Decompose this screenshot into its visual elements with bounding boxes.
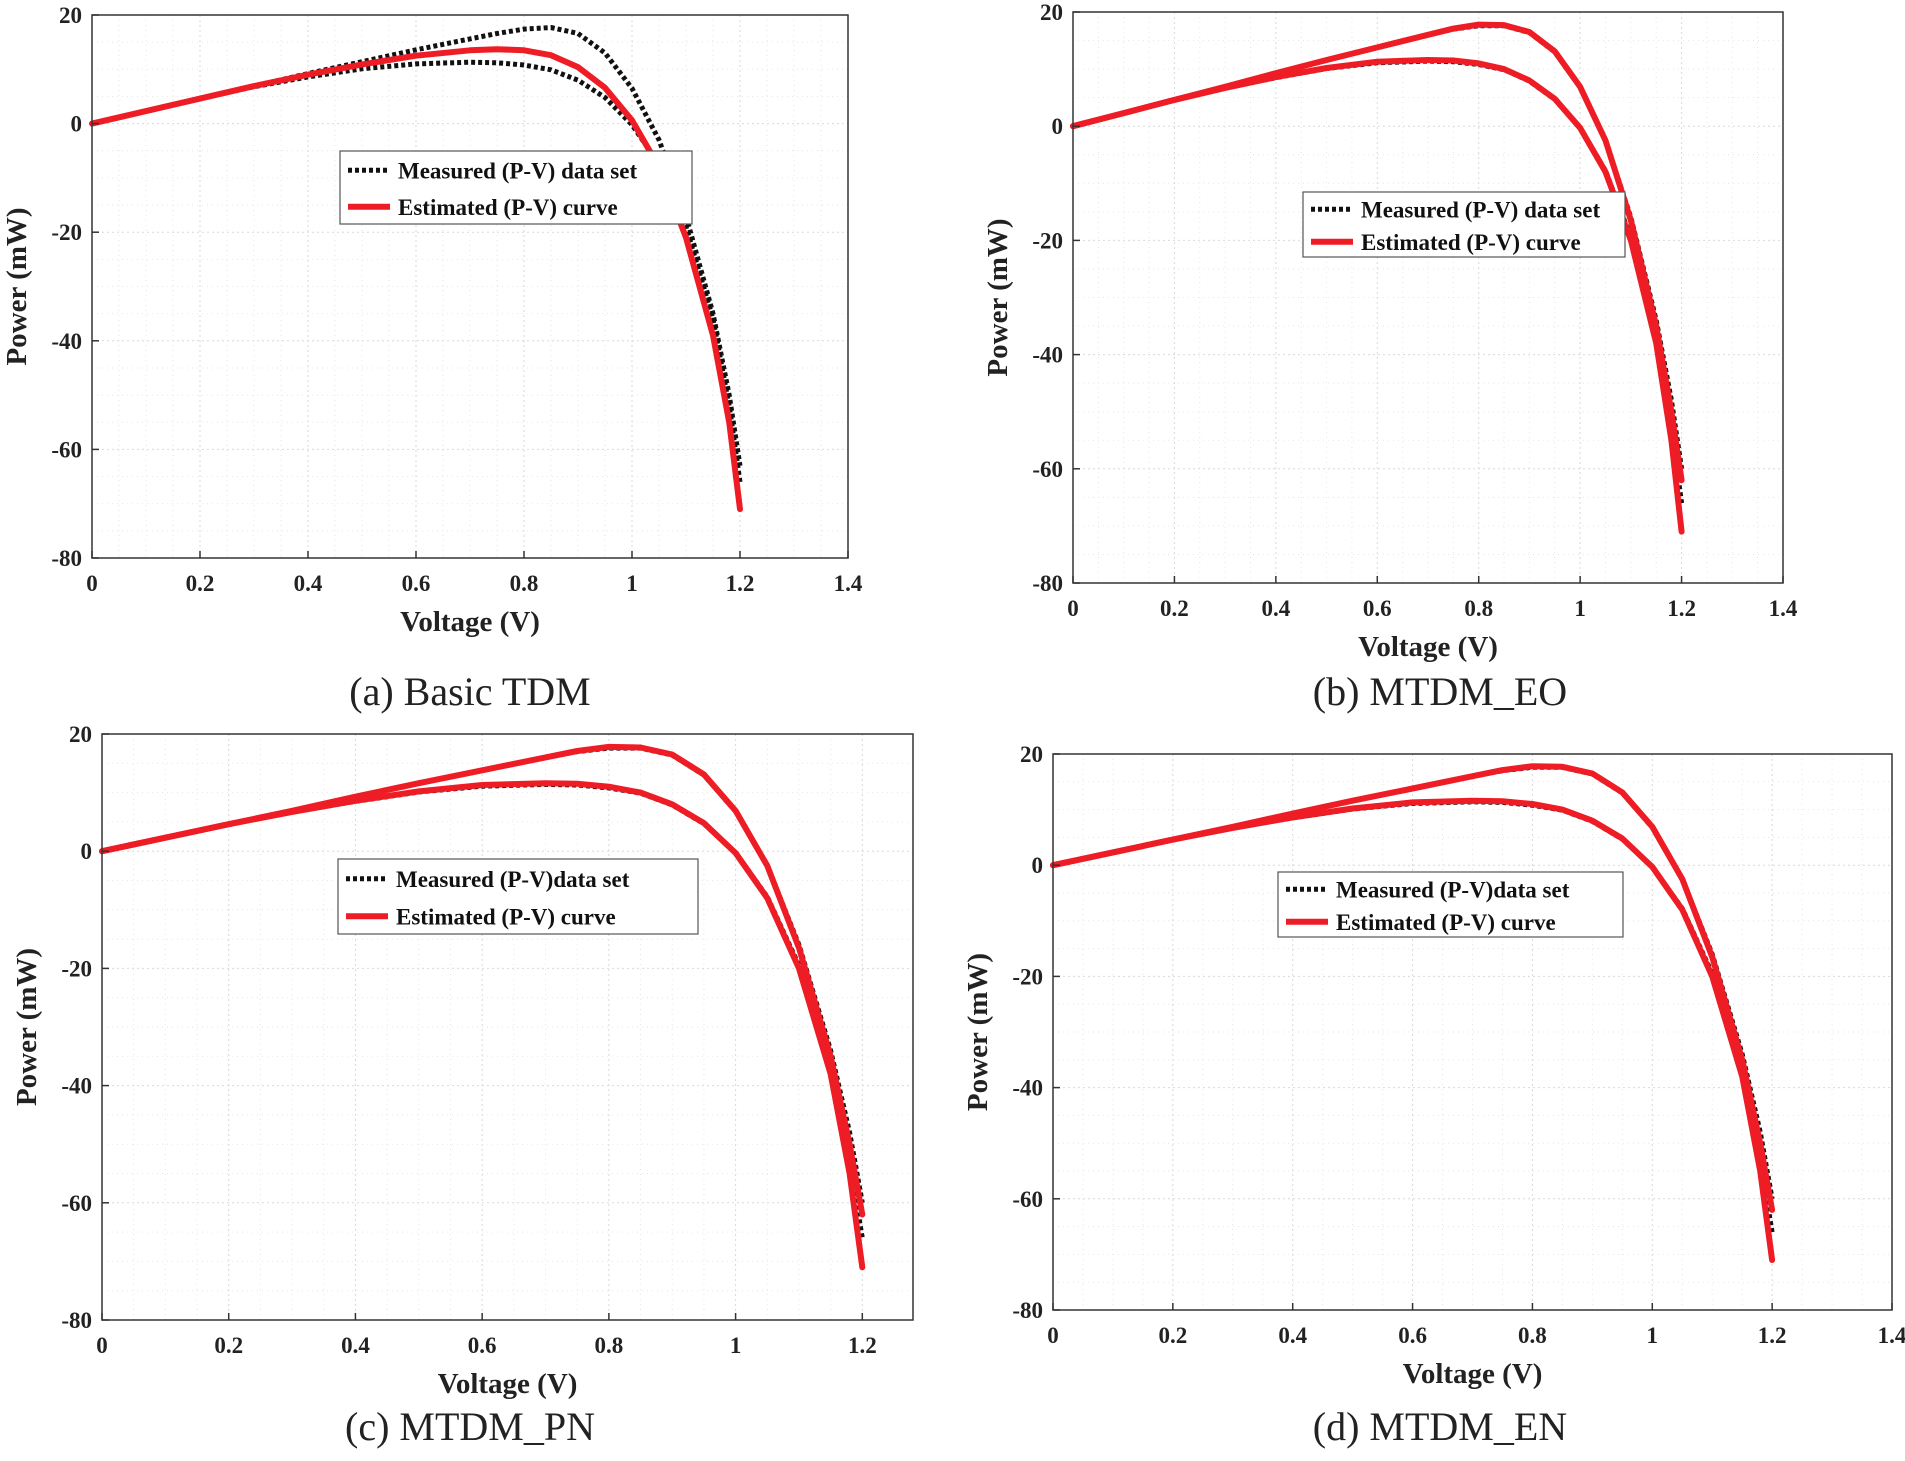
chart-1-x-tick-label: 1.2 (726, 571, 755, 596)
chart-1-y-tick-label: -40 (51, 329, 82, 354)
chart-3-x-tick-label: 0 (96, 1333, 108, 1358)
chart-3-y-tick-label: -60 (61, 1191, 92, 1216)
chart-3-y-tick-label: 0 (81, 839, 93, 864)
chart-1-x-tick-label: 0.6 (402, 571, 431, 596)
chart-4-x-tick-label: 1.4 (1878, 1323, 1905, 1348)
chart-2-x-tick-label: 0.2 (1160, 596, 1189, 621)
chart-2-y-tick-label: -20 (1032, 228, 1063, 253)
chart-3-legend-box (337, 858, 699, 935)
chart-1-axes-frame (91, 14, 849, 559)
chart-1-x-tick-label: 0 (86, 571, 98, 596)
chart-2-legend-label-estimated: Estimated (P-V) curve (1361, 230, 1581, 255)
chart-2-x-tick-label: 0.6 (1363, 596, 1392, 621)
chart-3-x-tick-label: 0.8 (595, 1333, 624, 1358)
chart-2-y-tick-label: 0 (1052, 114, 1064, 139)
chart-2-caption: (b) MTDM_EO (1313, 669, 1567, 714)
chart-1-x-tick-label: 1 (626, 571, 638, 596)
chart-4-y-tick-label: 20 (1020, 742, 1043, 767)
chart-2-x-tick-label: 0 (1067, 596, 1079, 621)
chart-3-axes-frame (101, 733, 914, 1321)
chart-3-y-tick-label: -80 (61, 1308, 92, 1333)
chart-2-x-tick-label: 1 (1574, 596, 1586, 621)
chart-4-x-tick-label: 1 (1647, 1323, 1659, 1348)
chart-3-caption: (c) MTDM_PN (345, 1404, 595, 1449)
panel-mtdm-pn: 0 0.2 0.4 0.6 0.8 1 1.2 -80 -60 -40 -20 0 20 Voltage … (11, 722, 914, 1449)
chart-4-x-tick-label: 0.8 (1518, 1323, 1547, 1348)
chart-3-x-tick-label: 1 (730, 1333, 742, 1358)
chart-4-y-tick-label: 0 (1032, 853, 1044, 878)
chart-4-y-tick-label: -60 (1012, 1187, 1043, 1212)
chart-3-legend-label-estimated: Estimated (P-V) curve (396, 904, 616, 929)
chart-1-x-tick-label: 0.8 (510, 571, 539, 596)
chart-3-x-tick-label: 0.2 (214, 1333, 243, 1358)
chart-4-y-tick-label: -40 (1012, 1076, 1043, 1101)
chart-1-x-axis-label: Voltage (V) (400, 606, 540, 638)
chart-1-y-tick-label: -80 (51, 546, 82, 571)
chart-1-y-tick-label: 0 (71, 112, 83, 137)
chart-1-series-measured-2 (91, 59, 743, 483)
panel-basic-tdm: 0 0.2 0.4 0.6 0.8 1 1.2 1.4 -80 -60 -40 -20 0 20 Volta… (1, 3, 863, 714)
chart-2-x-tick-label: 1.2 (1667, 596, 1696, 621)
chart-3-y-tick-label: -40 (61, 1074, 92, 1099)
chart-3-y-tick-label: -20 (61, 956, 92, 981)
chart-1-y-tick-label: -60 (51, 437, 82, 462)
chart-3-series-estimated-4 (99, 780, 866, 1271)
chart-4-caption: (d) MTDM_EN (1313, 1404, 1567, 1449)
chart-3-legend-label-measured: Measured (P-V)data set (396, 867, 630, 892)
chart-2-x-tick-label: 0.4 (1261, 596, 1290, 621)
chart-1-y-axis-label: Power (mW) (1, 207, 33, 365)
chart-4-x-tick-label: 0.2 (1158, 1323, 1187, 1348)
chart-3-y-tick-label: 20 (69, 722, 92, 747)
chart-1-y-tick-label: -20 (51, 220, 82, 245)
chart-2-y-axis-label: Power (mW) (982, 218, 1014, 376)
chart-2-y-tick-label: -40 (1032, 343, 1063, 368)
chart-3-x-axis-label: Voltage (V) (438, 1368, 578, 1400)
chart-1-legend-label-measured: Measured (P-V) data set (398, 158, 637, 183)
chart-2-y-tick-label: -80 (1032, 571, 1063, 596)
chart-2-axes-frame (1072, 11, 1784, 584)
chart-1-legend-label-estimated: Estimated (P-V) curve (398, 195, 618, 220)
chart-2-y-tick-label: -60 (1032, 457, 1063, 482)
chart-4-y-tick-label: -20 (1012, 964, 1043, 989)
chart-4-y-tick-label: -80 (1012, 1298, 1043, 1323)
chart-3-x-tick-label: 0.4 (341, 1333, 370, 1358)
chart-2-series-estimated-4 (1070, 57, 1685, 535)
chart-4-x-tick-label: 0.6 (1398, 1323, 1427, 1348)
chart-4-x-axis-label: Voltage (V) (1403, 1358, 1543, 1390)
panel-mtdm-eo: 0 0.2 0.4 0.6 0.8 1 1.2 1.4 -80 -60 -40 -20 0 20 Volta… (982, 0, 1798, 714)
chart-4-legend-box (1277, 871, 1624, 938)
chart-1-series-measured-1 (91, 25, 743, 467)
chart-1-x-tick-label: 0.4 (294, 571, 323, 596)
chart-3-y-axis-label: Power (mW) (11, 948, 43, 1106)
chart-4-x-tick-label: 0.4 (1278, 1323, 1307, 1348)
chart-4-x-tick-label: 0 (1047, 1323, 1059, 1348)
chart-4-axes-frame (1052, 753, 1893, 1311)
chart-1-legend-box (339, 150, 693, 225)
chart-4-plot-area (1053, 754, 1892, 1310)
chart-4-x-tick-label: 1.2 (1758, 1323, 1787, 1348)
chart-1-x-tick-label: 1.4 (834, 571, 863, 596)
chart-4-series-estimated-4 (1050, 797, 1776, 1263)
chart-2-x-tick-label: 0.8 (1464, 596, 1493, 621)
chart-1-y-tick-label: 20 (59, 3, 82, 28)
chart-3-x-tick-label: 0.6 (468, 1333, 497, 1358)
chart-2-y-tick-label: 20 (1040, 0, 1063, 25)
chart-2-legend-label-measured: Measured (P-V) data set (1361, 197, 1600, 222)
chart-1-x-tick-label: 0.2 (186, 571, 215, 596)
chart-1-caption: (a) Basic TDM (349, 669, 590, 714)
chart-2-x-axis-label: Voltage (V) (1358, 631, 1498, 663)
chart-1-series-estimated-3 (89, 46, 743, 513)
chart-4-y-axis-label: Power (mW) (962, 953, 994, 1111)
chart-3-x-tick-label: 1.2 (848, 1333, 877, 1358)
chart-4-legend-label-measured: Measured (P-V)data set (1336, 877, 1570, 902)
chart-4-legend-label-estimated: Estimated (P-V) curve (1336, 910, 1556, 935)
chart-2-x-tick-label: 1.4 (1769, 596, 1798, 621)
panel-mtdm-en: 0 0.2 0.4 0.6 0.8 1 1.2 1.4 -80 -60 -40 -20 0 20 Volta… (962, 742, 1905, 1449)
chart-2-legend-box (1302, 191, 1626, 258)
